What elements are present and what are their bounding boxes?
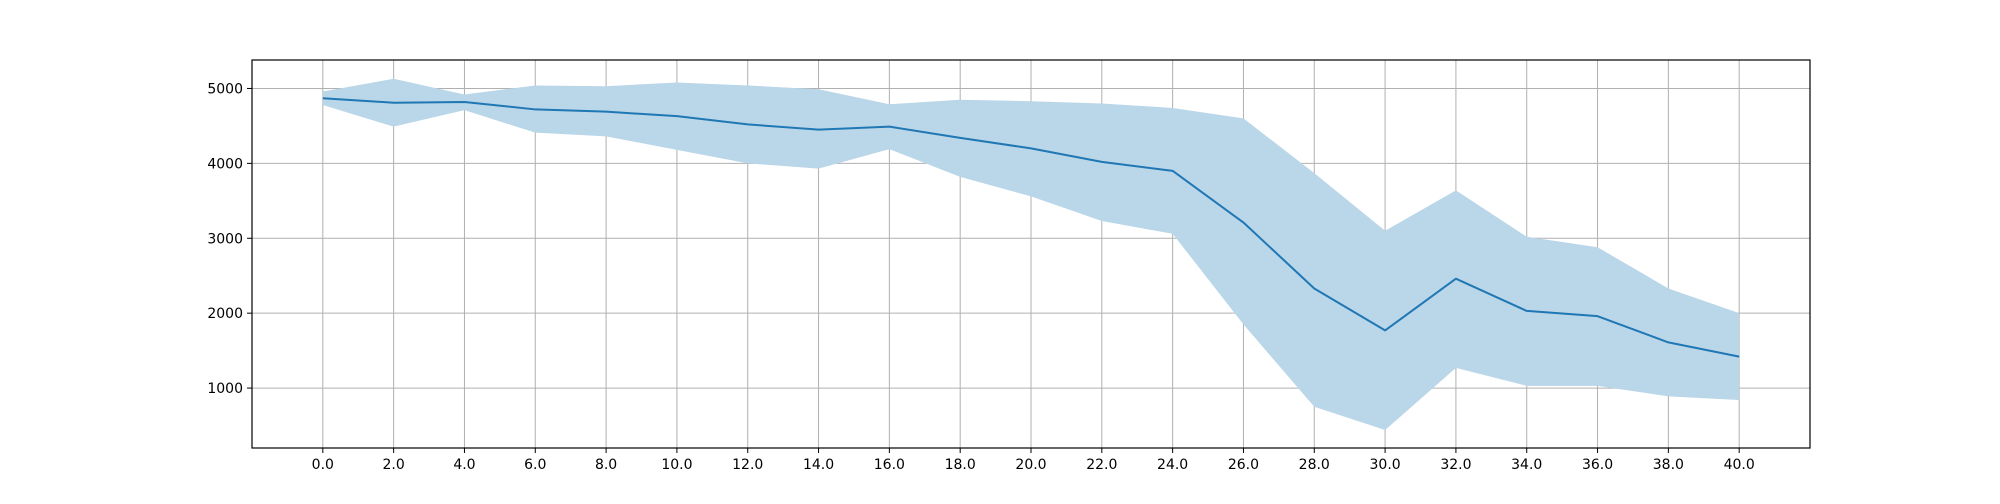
x-tick-label: 34.0	[1511, 457, 1542, 473]
data-point	[1313, 287, 1316, 290]
x-tick-label: 28.0	[1299, 457, 1330, 473]
x-tick-label: 2.0	[383, 457, 405, 473]
x-tick-label: 6.0	[524, 457, 546, 473]
x-tick-label: 38.0	[1653, 457, 1684, 473]
series-line-layer	[321, 97, 1741, 358]
data-point	[817, 128, 820, 131]
x-tick-label: 8.0	[595, 457, 617, 473]
x-tick-label: 40.0	[1724, 457, 1755, 473]
y-tick-label: 5000	[207, 81, 243, 97]
confidence-band	[322, 78, 1740, 431]
data-point	[1738, 355, 1741, 358]
y-tick-label: 2000	[207, 306, 243, 322]
data-point	[959, 136, 962, 139]
data-point	[1030, 147, 1033, 150]
confidence-band-layer	[322, 78, 1740, 431]
x-tick-label: 22.0	[1086, 457, 1117, 473]
x-tick-label: 14.0	[803, 457, 834, 473]
data-point	[1596, 315, 1599, 318]
x-tick-label: 24.0	[1157, 457, 1188, 473]
x-tick-label: 10.0	[661, 457, 692, 473]
data-point	[1454, 277, 1457, 280]
data-point	[1667, 341, 1670, 344]
data-point	[534, 108, 537, 111]
data-point	[392, 101, 395, 104]
data-point	[888, 125, 891, 128]
x-tick-label: 12.0	[732, 457, 763, 473]
x-tick-label: 0.0	[312, 457, 334, 473]
x-tick-label: 18.0	[945, 457, 976, 473]
plot-frame	[251, 59, 1811, 449]
x-tick-label: 32.0	[1440, 457, 1471, 473]
y-tick-label: 3000	[207, 231, 243, 247]
y-tick-label: 1000	[207, 381, 243, 397]
data-point	[605, 110, 608, 113]
data-point	[463, 100, 466, 103]
data-point	[1100, 160, 1103, 163]
x-tick-label: 4.0	[453, 457, 475, 473]
series-line	[322, 97, 1740, 358]
x-tick-label: 26.0	[1228, 457, 1259, 473]
x-tick-label: 30.0	[1370, 457, 1401, 473]
x-tick-label: 36.0	[1582, 457, 1613, 473]
data-point	[746, 123, 749, 126]
data-point	[675, 115, 678, 118]
data-point	[1242, 221, 1245, 224]
x-tick-label: 20.0	[1015, 457, 1046, 473]
data-point	[1525, 309, 1528, 312]
axes-layer: 0.0 2.0 4.0 6.0 8.0 10.0 12.0 14.0 16.0 18.0 20.0 2…	[207, 59, 1811, 473]
data-point	[1171, 169, 1174, 172]
y-tick-label: 4000	[207, 156, 243, 172]
x-tick-label: 16.0	[874, 457, 905, 473]
data-point	[321, 97, 324, 100]
data-point	[1384, 329, 1387, 332]
